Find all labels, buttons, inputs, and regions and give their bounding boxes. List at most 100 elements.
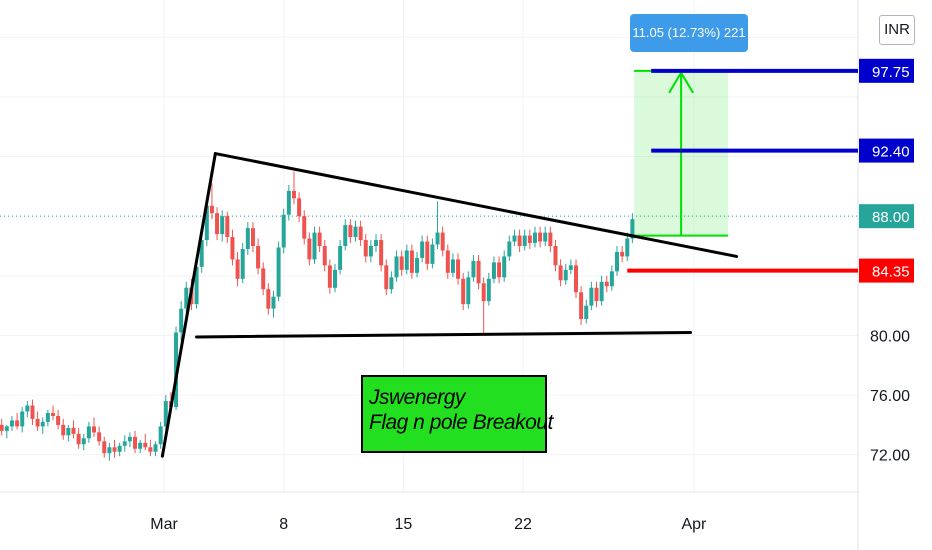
candle [374,234,379,252]
candle-body [399,256,404,270]
candle-body [250,228,255,246]
candle [56,410,61,430]
candle [276,241,281,302]
candle [97,426,102,446]
candle [517,229,522,252]
candle-body [620,251,625,257]
candle-body [502,256,507,278]
candle [143,433,148,451]
candle [368,240,373,263]
candle [9,415,14,431]
price-tag-bg [859,258,914,283]
annotation-title: Jswenergy [369,386,465,409]
candle-body [532,232,537,244]
candle-body [291,190,296,199]
candle-body [368,246,373,257]
candle [81,433,86,451]
candle-body [476,260,481,284]
candle [363,234,368,263]
candle-body [522,235,527,246]
candle [302,210,307,245]
candle [194,262,199,309]
candle [604,275,609,293]
candle-body [153,444,158,452]
candle-body [415,257,420,273]
candle-body [112,447,117,452]
candle [353,220,358,242]
candle-body [348,225,353,238]
candle-body [394,256,399,278]
candle-body [281,214,286,248]
price-tag-stop: 84.35 [859,258,914,283]
candle [563,263,568,285]
candle-body [0,424,4,431]
candle-body [220,216,225,235]
x-tick-label: 22 [514,516,532,533]
candle-body [138,442,143,449]
candle-body [440,232,445,251]
candle [261,262,266,296]
candle-body [143,442,148,448]
candle [281,208,286,254]
candle-body [338,246,343,270]
y-axis: 80.00 76.00 72.00 [870,328,910,464]
candle [543,226,548,246]
candle-body [76,433,81,445]
candle-body [179,308,184,333]
candle [271,290,276,318]
candle-body [630,219,635,239]
candle [184,281,189,317]
candle-body [102,441,107,454]
candle-body [430,244,435,264]
candle-body [107,447,112,454]
candle-body [332,269,337,288]
candle-body [594,287,599,302]
candle [471,254,476,282]
candle-body [302,216,307,239]
candle-body [225,216,230,238]
candle [327,259,332,294]
currency-button[interactable]: INR [879,15,915,45]
candle [220,210,225,242]
candle [230,229,235,266]
candle-body [40,421,45,427]
candle [15,412,20,430]
price-tag-label: 84.35 [872,264,910,281]
candle-body [133,436,138,449]
candle [425,235,430,270]
candle-body [435,232,440,245]
candle-body [92,426,97,433]
grid-lines [0,0,859,550]
annotation-subtitle: Flag n pole Breakout [369,411,553,434]
y-tick-label: 72.00 [870,448,910,465]
candle [384,259,389,296]
candle-body [599,281,604,302]
candle [291,171,296,205]
candle [209,183,214,220]
candle [620,246,625,263]
price-tag-bg [859,58,914,83]
candle-body [122,441,127,446]
candle-body [148,447,153,452]
candle [420,235,425,263]
candle [250,222,255,252]
candle-body [461,278,466,305]
candle-body [445,250,450,273]
candle-body [507,241,512,257]
measure-label: 11.05 (12.73%) 221 [630,14,748,52]
candle-body [404,250,409,270]
price-tag-label: 88.00 [872,209,910,226]
candle-body [240,248,245,279]
candle [415,251,420,278]
candle [92,417,97,437]
candle-body [163,401,168,427]
candle-body [353,226,358,238]
candle-body [527,235,532,244]
price-tag-label: 97.75 [872,64,910,81]
candle-body [215,213,220,235]
candle-body [579,292,584,320]
candle-body [420,241,425,258]
candle [615,246,620,276]
candle-body [486,278,491,302]
